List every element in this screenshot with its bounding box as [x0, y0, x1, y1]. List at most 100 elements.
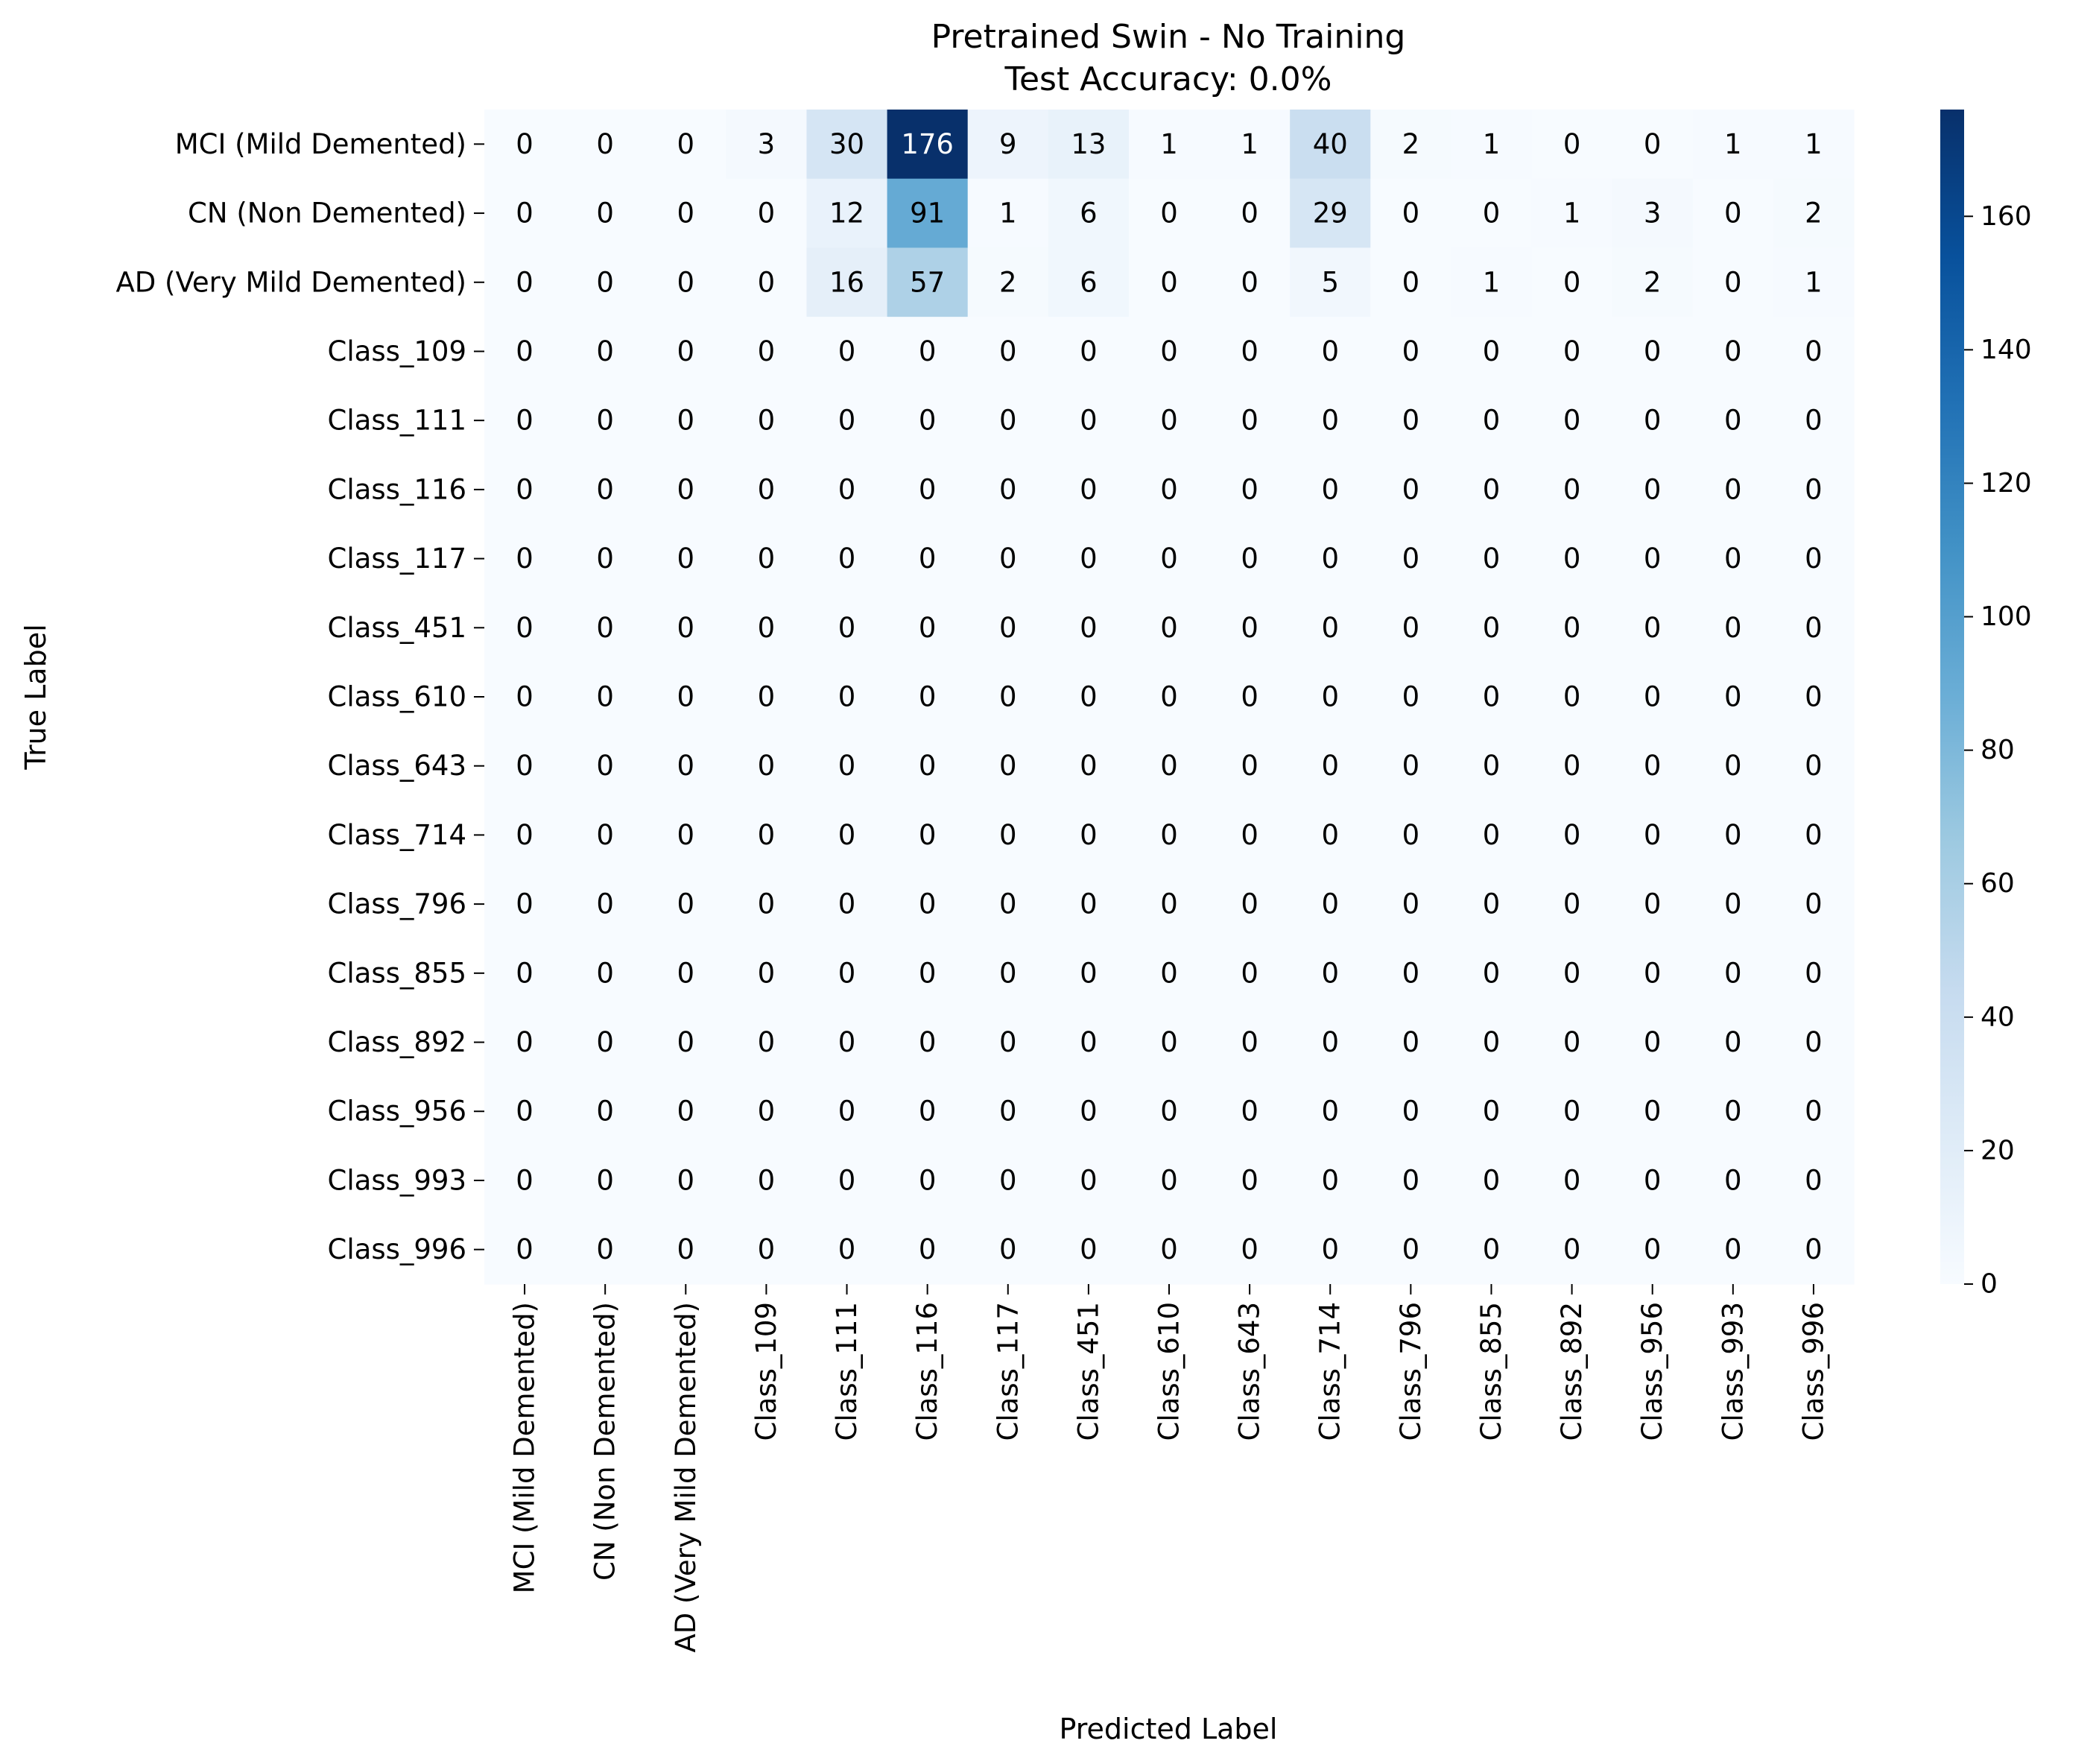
y-axis: MCI (Mild Demented) CN (Non Demented) AD (… [115, 128, 484, 1265]
heatmap-cell [887, 800, 969, 870]
heatmap-cell [1531, 178, 1613, 249]
heatmap-cell [1290, 1215, 1371, 1285]
cell-value: 0 [838, 819, 856, 851]
cell-value: 0 [1402, 1233, 1420, 1265]
cell-value: 0 [919, 1164, 937, 1196]
cell-value: 1 [1724, 128, 1742, 160]
y-tick-label: Class_117 [328, 543, 466, 575]
heatmap-cell [1370, 455, 1452, 525]
cell-value: 0 [677, 543, 695, 575]
heatmap-cell [967, 1008, 1049, 1078]
cell-value: 0 [1241, 1233, 1258, 1265]
heatmap-cell [1048, 385, 1130, 456]
heatmap-cell [1612, 385, 1694, 456]
heatmap-cell [1612, 869, 1694, 940]
heatmap-cell [645, 938, 726, 1008]
heatmap-cell [967, 731, 1049, 801]
cell-value: 0 [1402, 543, 1420, 575]
heatmap-cell [645, 662, 726, 732]
cell-value: 0 [1402, 819, 1420, 851]
cell-value: 0 [596, 473, 614, 505]
cell-value: 0 [1644, 1096, 1662, 1128]
heatmap-cell [1451, 1145, 1533, 1215]
heatmap-cell [565, 662, 646, 732]
heatmap-cell [484, 938, 566, 1008]
cell-value: 0 [1724, 1164, 1742, 1196]
heatmap-cell [1451, 1008, 1533, 1078]
cell-value: 0 [999, 750, 1017, 782]
y-tick-label: Class_993 [328, 1164, 466, 1196]
cell-value: 0 [758, 1164, 776, 1196]
x-tick-label: Class_610 [1153, 1302, 1185, 1441]
cell-value: 0 [1563, 128, 1581, 160]
cell-value: 0 [1483, 405, 1501, 437]
cell-value: 0 [1160, 335, 1178, 367]
heatmap-cell [887, 731, 969, 801]
cell-value: 0 [1644, 128, 1662, 160]
heatmap-cell [967, 1215, 1049, 1285]
cell-value: 0 [1563, 266, 1581, 298]
heatmap-cell [806, 938, 888, 1008]
heatmap-cell [1128, 662, 1210, 732]
heatmap-cell [1531, 1076, 1613, 1147]
cell-value: 0 [1805, 1164, 1823, 1196]
cell-value: 0 [1080, 681, 1098, 713]
cell-value: 0 [596, 1026, 614, 1058]
cell-value: 0 [1563, 750, 1581, 782]
heatmap-cell [1370, 1008, 1452, 1078]
colorbar-tick-label: 20 [1981, 1135, 2015, 1166]
y-tick-label: AD (Very Mild Demented) [115, 266, 466, 298]
heatmap-cell [1128, 1076, 1210, 1147]
cell-value: 0 [1160, 266, 1178, 298]
cell-value: 0 [1644, 335, 1662, 367]
heatmap-cell [645, 731, 726, 801]
cell-value: 0 [919, 1096, 937, 1128]
heatmap-cell [1612, 731, 1694, 801]
cell-value: 0 [596, 543, 614, 575]
cell-value: 0 [516, 1096, 534, 1128]
cell-value: 0 [919, 612, 937, 644]
cell-annotations: 0 0 0 3 30 176 9 13 1 1 40 2 1 0 0 1 10 0 0 0 12 91 1 6 0 0 29 0 0 1 3… [516, 128, 1822, 1265]
cell-value: 0 [516, 819, 534, 851]
heatmap-cell [1128, 524, 1210, 594]
heatmap-cell [1048, 247, 1130, 317]
heatmap-cell [726, 869, 808, 940]
heatmap-cell [645, 1008, 726, 1078]
heatmap-cell [1773, 731, 1855, 801]
cell-value: 0 [1160, 681, 1178, 713]
heatmap-cell [1451, 731, 1533, 801]
cell-value: 0 [596, 197, 614, 230]
cell-value: 0 [1321, 888, 1339, 920]
heatmap-cell [565, 1008, 646, 1078]
cell-value: 16 [829, 266, 864, 298]
cell-value: 0 [1563, 957, 1581, 989]
cell-value: 12 [829, 197, 864, 230]
cell-value: 0 [1563, 612, 1581, 644]
cell-value: 0 [1644, 1164, 1662, 1196]
heatmap-cell [1290, 110, 1371, 180]
cell-value: 0 [919, 750, 937, 782]
cell-value: 0 [838, 1026, 856, 1058]
cell-value: 0 [1080, 405, 1098, 437]
cell-value: 0 [838, 1164, 856, 1196]
heatmap-cell [967, 1076, 1049, 1147]
heatmap-cell [1209, 1145, 1291, 1215]
cell-value: 0 [677, 888, 695, 920]
cell-value: 0 [999, 1096, 1017, 1128]
heatmap-cell [806, 1215, 888, 1285]
heatmap-cell [887, 317, 969, 387]
cell-value: 0 [677, 335, 695, 367]
heatmap-cell [1773, 317, 1855, 387]
cell-value: 0 [516, 957, 534, 989]
y-tick-label: Class_116 [328, 473, 466, 505]
y-tick-label: Class_996 [328, 1233, 466, 1265]
cell-value: 0 [1805, 750, 1823, 782]
cell-value: 0 [1402, 1164, 1420, 1196]
cell-value: 0 [1321, 819, 1339, 851]
cell-value: 0 [596, 266, 614, 298]
heatmap-cell [1290, 592, 1371, 663]
heatmap-cell [1773, 385, 1855, 456]
cell-value: 0 [516, 543, 534, 575]
heatmap-cell [1531, 524, 1613, 594]
heatmap-cell [1048, 455, 1130, 525]
